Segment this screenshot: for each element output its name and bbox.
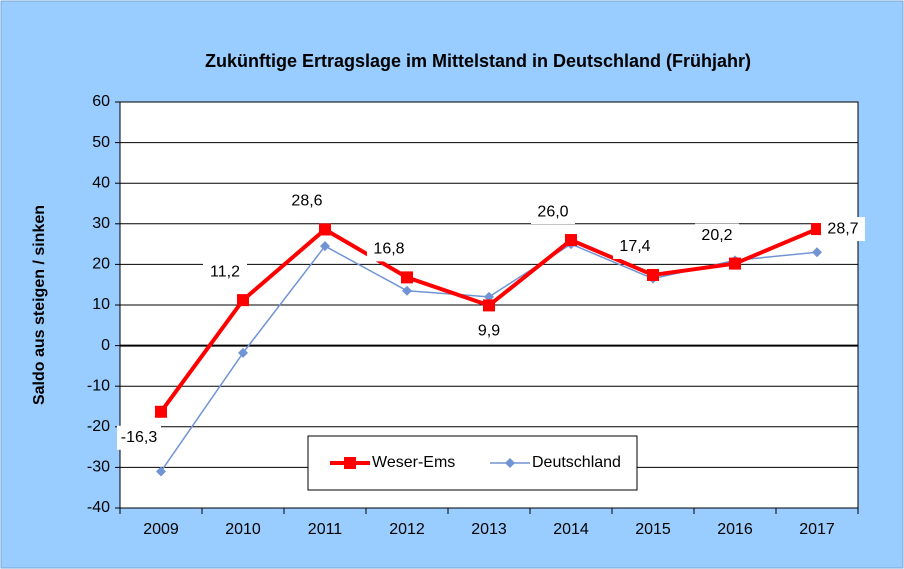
y-tick-label: -20 xyxy=(87,418,110,435)
y-tick-label: 50 xyxy=(92,134,110,151)
legend-label: Weser-Ems xyxy=(372,454,455,471)
point xyxy=(565,234,577,247)
y-tick-label: -30 xyxy=(87,459,110,476)
point xyxy=(484,291,494,302)
point xyxy=(320,241,330,252)
data-label: 9,9 xyxy=(478,323,500,340)
point xyxy=(483,299,495,312)
y-tick-label: -10 xyxy=(87,377,110,394)
x-tick-label: 2016 xyxy=(717,521,753,538)
label-background xyxy=(117,425,161,450)
label-background xyxy=(531,200,575,225)
x-tick-label: 2010 xyxy=(225,521,261,538)
data-label: 11,2 xyxy=(210,263,240,280)
point xyxy=(647,268,659,281)
point xyxy=(402,285,412,296)
marks xyxy=(117,189,865,477)
y-tick-label: -40 xyxy=(87,499,110,516)
data-label: 26,0 xyxy=(537,203,568,220)
x-tick-label: 2015 xyxy=(635,521,671,538)
legend-marker xyxy=(505,458,515,468)
y-tick-label: 60 xyxy=(92,93,110,110)
data-label: -16,3 xyxy=(121,429,158,446)
x-tick-label: 2017 xyxy=(799,521,835,538)
point xyxy=(812,247,822,258)
label-background xyxy=(367,237,411,262)
x-tick-label: 2012 xyxy=(389,521,425,538)
data-label: 28,7 xyxy=(827,220,858,237)
chart-title: Zukünftige Ertragslage im Mittelstand in… xyxy=(205,51,751,71)
point xyxy=(811,223,823,236)
x-tick-label: 2013 xyxy=(471,521,507,538)
x-tick-label: 2009 xyxy=(143,521,179,538)
point xyxy=(155,405,167,418)
data-label: 28,6 xyxy=(291,193,322,210)
y-tick-label: 40 xyxy=(92,174,110,191)
y-tick-label: 20 xyxy=(92,256,110,273)
legend-label: Deutschland xyxy=(532,454,621,471)
legend-marker xyxy=(344,457,356,469)
data-label: 20,2 xyxy=(701,227,732,244)
point xyxy=(401,271,413,284)
label-background xyxy=(285,189,329,214)
point xyxy=(237,294,249,307)
point xyxy=(319,223,331,236)
label-background xyxy=(821,217,865,242)
x-tick-label: 2011 xyxy=(308,521,343,538)
label-background xyxy=(695,223,739,248)
point xyxy=(156,466,166,477)
x-tick-label: 2014 xyxy=(553,521,589,538)
point xyxy=(729,257,741,270)
y-axis-title: Saldo aus steigen / sinken xyxy=(31,205,48,405)
y-tick-label: 0 xyxy=(101,337,110,354)
label-background xyxy=(467,319,511,344)
data-label: 16,8 xyxy=(373,241,404,258)
y-tick-label: 10 xyxy=(92,296,110,313)
y-tick-label: 30 xyxy=(92,215,110,232)
data-label: 17,4 xyxy=(619,238,650,255)
point xyxy=(238,347,248,358)
label-background xyxy=(203,260,247,285)
label-background xyxy=(613,234,657,259)
